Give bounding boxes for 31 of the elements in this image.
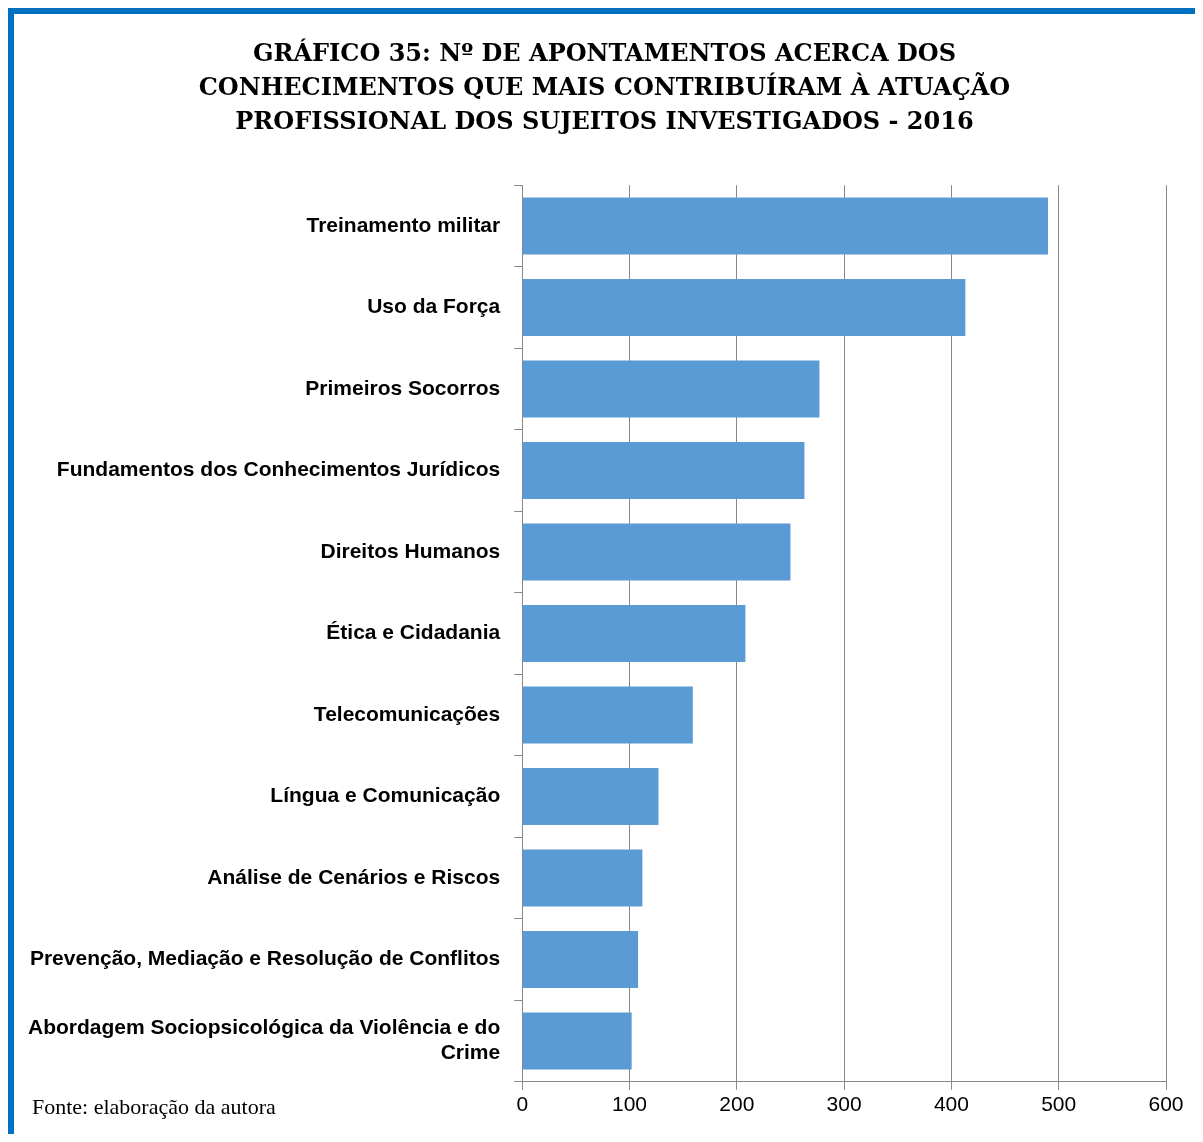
y-tick-label: Fundamentos dos Conhecimentos Jurídicos xyxy=(56,457,501,481)
y-tick-label: Direitos Humanos xyxy=(320,538,501,562)
bar xyxy=(522,197,1048,255)
source-note: Fonte: elaboração da autora xyxy=(32,1094,276,1120)
y-tick-label: Telecomunicações xyxy=(313,701,501,725)
y-tick-label: Prevenção, Mediação e Resolução de Conflitos xyxy=(29,946,501,970)
bar xyxy=(522,849,643,907)
chart-title: GRÁFICO 35: Nº DE APONTAMENTOS ACERCA DOS CONHECIMENTOS QUE MAIS CONTRIBUÍRAM À ATUAÇÃO PROFISSIONAL DOS SUJEITOS INVESTIGADOS - 2016 xyxy=(197,37,1012,137)
bar xyxy=(522,278,966,336)
y-tick-label: Análise de Cenários e Riscos xyxy=(207,864,501,888)
bar xyxy=(522,767,659,826)
x-tick-label: 400 xyxy=(933,1092,969,1116)
bar xyxy=(522,441,805,500)
x-tick-label: 100 xyxy=(612,1092,648,1116)
bar xyxy=(522,360,820,418)
bar xyxy=(522,1012,632,1070)
x-tick-label: 500 xyxy=(1041,1092,1077,1116)
y-tick-label: Abordagem Sociopsicológica da Violência e do Crime xyxy=(27,1015,501,1064)
bar xyxy=(522,604,746,663)
y-tick-label: Ética e Cidadania xyxy=(326,620,501,644)
y-tick-label: Língua e Comunicação xyxy=(270,783,501,807)
y-tick-label: Uso da Força xyxy=(367,294,501,318)
y-tick-label: Treinamento militar xyxy=(306,212,501,236)
x-tick-label: 600 xyxy=(1148,1092,1184,1116)
y-tick-label: Primeiros Socorros xyxy=(305,375,501,399)
bar xyxy=(522,931,639,989)
bar xyxy=(522,523,791,581)
bar xyxy=(522,686,693,744)
x-tick-label: 300 xyxy=(826,1092,862,1116)
x-tick-label: 200 xyxy=(719,1092,755,1116)
x-tick-label: 0 xyxy=(516,1092,529,1116)
